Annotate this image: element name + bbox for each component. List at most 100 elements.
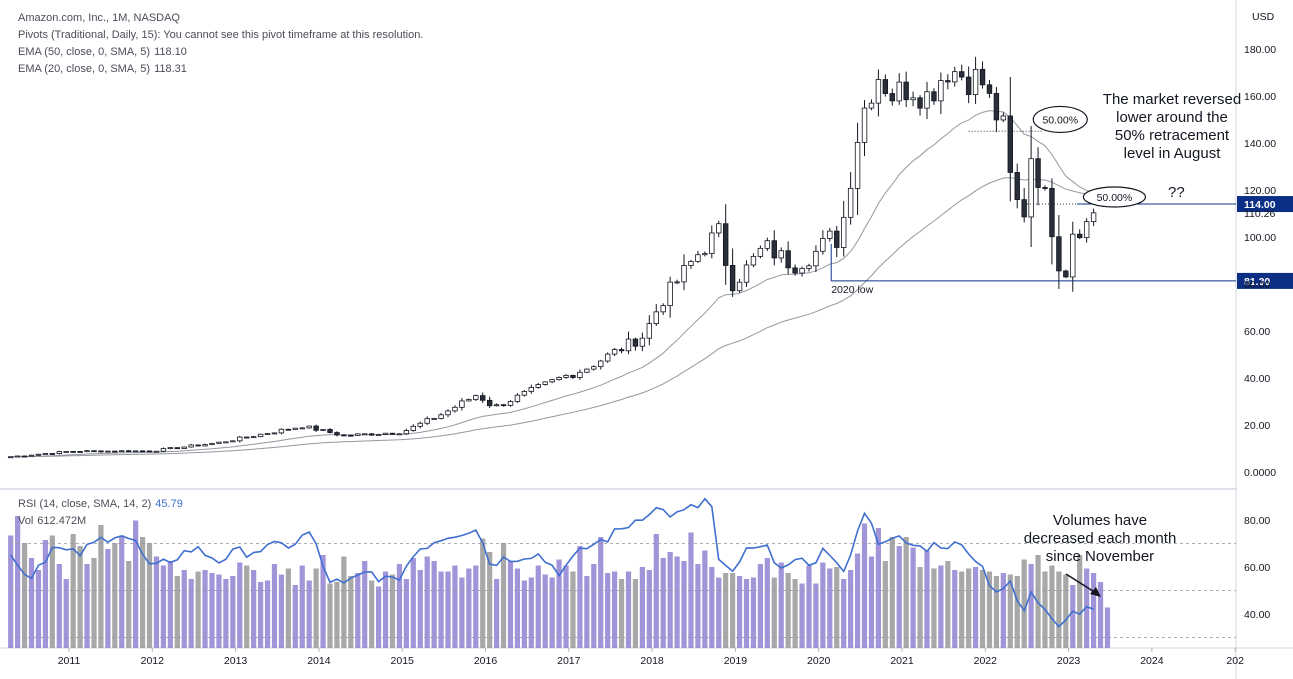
volume-bar <box>382 571 389 648</box>
candle-body <box>861 107 868 143</box>
candle-body <box>216 441 222 444</box>
candle-body <box>313 425 319 431</box>
volume-bar <box>556 559 562 648</box>
volume-bar <box>35 570 42 648</box>
volume-bar <box>646 570 652 648</box>
candle-body <box>271 432 278 435</box>
time-tick-label: 2016 <box>474 655 498 667</box>
volume-bar <box>986 571 993 648</box>
candle-body <box>334 432 340 436</box>
volume-bar <box>237 562 243 648</box>
volume-bar <box>320 555 326 648</box>
volume-bar <box>56 564 62 648</box>
volume-bar <box>882 561 888 648</box>
legend-vol: Vol 612.472M <box>18 515 86 527</box>
volume-bar <box>903 537 909 648</box>
volume-bar <box>716 577 722 648</box>
price-tick-label: 160.00 <box>1244 91 1276 103</box>
candle-body <box>882 79 889 94</box>
candle-body <box>362 433 368 436</box>
volume-bar <box>514 568 521 648</box>
candle-body <box>716 223 722 234</box>
volume-bar <box>438 571 444 648</box>
candle-body <box>799 268 805 274</box>
volume-bar <box>223 579 229 648</box>
volume-bar <box>63 579 69 648</box>
volume-arrow <box>1065 573 1097 594</box>
candle-body <box>764 240 771 249</box>
volume-bar <box>938 565 944 648</box>
ema20-label: EMA (20, close, 0, SMA, 5) <box>18 63 151 75</box>
volume-bar <box>1049 565 1055 648</box>
price-tag-81: 81.30 <box>1244 276 1270 288</box>
candle-body <box>14 455 21 458</box>
candle-body <box>986 84 993 94</box>
candle-body <box>556 377 562 381</box>
volume-bar <box>584 576 590 648</box>
candle-body <box>500 404 507 407</box>
candle-body <box>292 427 298 430</box>
time-tick-label: 2013 <box>224 655 248 667</box>
symbol-title: Amazon.com, Inc., 1M, NASDAQ <box>18 12 180 24</box>
volume-bar <box>632 579 639 648</box>
volume-bar <box>612 571 618 648</box>
volume-bar <box>160 565 167 648</box>
volume-bar <box>181 570 187 648</box>
volume-bar <box>84 564 90 648</box>
candle-body <box>792 267 798 274</box>
candle-body <box>1070 233 1076 278</box>
volume-bar <box>98 525 104 648</box>
volume-bar <box>1007 574 1013 648</box>
time-tick-label: 2022 <box>974 655 998 667</box>
question-marks: ?? <box>1168 184 1185 201</box>
candle-body <box>722 223 729 266</box>
volume-bar <box>667 552 673 648</box>
volume-bar <box>820 562 826 648</box>
candle-body <box>584 368 590 373</box>
volume-bar <box>459 577 465 648</box>
candle-body <box>625 338 632 352</box>
volume-bar <box>743 579 750 648</box>
volume-bar <box>695 564 701 648</box>
volume-bar <box>702 550 708 648</box>
volume-bar <box>660 558 666 648</box>
time-tick-label: 2019 <box>724 655 748 667</box>
vol-label: Vol <box>18 515 34 527</box>
candle-body <box>611 349 618 355</box>
candle-body <box>91 450 97 453</box>
rsi-tick-label: 60.00 <box>1244 562 1270 574</box>
volume-bar <box>500 543 507 648</box>
candle-body <box>320 429 326 431</box>
volume-bar <box>757 564 763 648</box>
candle-body <box>223 441 229 444</box>
fib-label-2: 50.00% <box>1097 192 1133 204</box>
candle-body <box>1007 115 1013 173</box>
candle-body <box>167 447 174 450</box>
volume-bar <box>112 543 118 648</box>
candle-body <box>889 93 895 102</box>
volume-bar <box>389 574 396 648</box>
currency-label: USD <box>1252 11 1275 23</box>
candle-body <box>348 434 354 437</box>
candle-body <box>938 80 944 102</box>
candle-body <box>972 68 979 95</box>
volume-bar <box>896 546 902 648</box>
candle-body <box>646 323 653 339</box>
candle-body <box>854 141 861 189</box>
volume-bar <box>605 573 611 648</box>
fib-ellipse-1 <box>1032 105 1088 134</box>
volume-bar <box>278 574 285 648</box>
candle-body <box>521 390 528 396</box>
candle-body <box>785 250 791 269</box>
volume-bar <box>875 528 881 648</box>
candle-body <box>778 250 784 259</box>
candle-body <box>250 436 257 439</box>
volume-bar <box>494 579 500 648</box>
candle-body <box>528 387 535 392</box>
volume-bar <box>591 564 597 648</box>
candle-body <box>1028 158 1034 218</box>
candle-body <box>847 187 854 218</box>
candle-body <box>1035 158 1041 188</box>
candle-body <box>56 451 62 454</box>
